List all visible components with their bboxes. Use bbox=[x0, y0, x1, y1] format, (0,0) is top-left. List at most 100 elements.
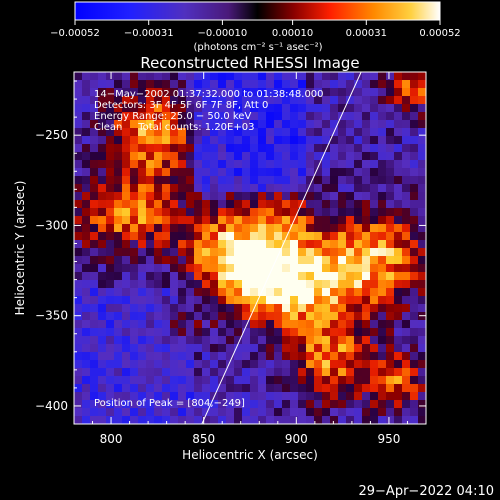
heatmap-cell bbox=[226, 280, 235, 289]
heatmap-cell bbox=[258, 152, 267, 161]
heatmap-cell bbox=[90, 248, 99, 257]
heatmap-cell bbox=[386, 240, 395, 249]
heatmap-cell bbox=[402, 88, 411, 97]
heatmap-cell bbox=[290, 352, 299, 361]
heatmap-cell bbox=[162, 288, 171, 297]
heatmap-cell bbox=[82, 184, 91, 193]
heatmap-cell bbox=[146, 376, 155, 385]
heatmap-cell bbox=[154, 392, 163, 401]
heatmap-cell bbox=[394, 136, 403, 145]
heatmap-cell bbox=[386, 392, 395, 401]
heatmap-cell bbox=[418, 408, 426, 417]
heatmap-cell bbox=[282, 272, 291, 281]
heatmap-cell bbox=[386, 152, 395, 161]
heatmap-cell bbox=[226, 112, 235, 121]
heatmap-cell bbox=[138, 392, 147, 401]
heatmap-cell bbox=[290, 272, 299, 281]
heatmap-cell bbox=[306, 272, 315, 281]
heatmap-cell bbox=[186, 288, 195, 297]
heatmap-cell bbox=[298, 328, 307, 337]
heatmap-cell bbox=[394, 416, 403, 424]
heatmap-cell bbox=[234, 72, 243, 81]
heatmap-cell bbox=[122, 248, 131, 257]
heatmap-cell bbox=[74, 232, 83, 241]
heatmap-cell bbox=[290, 280, 299, 289]
heatmap-cell bbox=[202, 216, 211, 225]
heatmap-cell bbox=[306, 360, 315, 369]
heatmap-cell bbox=[210, 352, 219, 361]
heatmap-cell bbox=[194, 112, 203, 121]
heatmap-cell bbox=[346, 344, 355, 353]
heatmap-cell bbox=[306, 152, 315, 161]
y-tick-label: −400 bbox=[35, 399, 68, 413]
heatmap-cell bbox=[354, 144, 363, 153]
y-tick-label: −350 bbox=[35, 309, 68, 323]
heatmap-cell bbox=[314, 208, 323, 217]
heatmap-cell bbox=[298, 248, 307, 257]
heatmap-cell bbox=[138, 232, 147, 241]
heatmap-cell bbox=[98, 216, 107, 225]
heatmap-cell bbox=[162, 344, 171, 353]
heatmap-cell bbox=[346, 280, 355, 289]
heatmap-cell bbox=[394, 88, 403, 97]
heatmap-cell bbox=[178, 144, 187, 153]
heatmap-cell bbox=[234, 416, 243, 424]
heatmap-cell bbox=[266, 288, 275, 297]
heatmap-cell bbox=[410, 224, 419, 233]
heatmap-cell bbox=[218, 328, 227, 337]
heatmap-cell bbox=[90, 232, 99, 241]
heatmap-cell bbox=[362, 392, 371, 401]
heatmap-cell bbox=[314, 344, 323, 353]
heatmap-cell bbox=[130, 120, 139, 129]
heatmap-cell bbox=[146, 160, 155, 169]
heatmap-cell bbox=[266, 376, 275, 385]
heatmap-cell bbox=[98, 80, 107, 89]
heatmap-cell bbox=[314, 232, 323, 241]
heatmap-cell bbox=[194, 304, 203, 313]
heatmap-cell bbox=[130, 136, 139, 145]
heatmap-cell bbox=[218, 320, 227, 329]
heatmap-cell bbox=[362, 344, 371, 353]
heatmap-cell bbox=[138, 88, 147, 97]
heatmap-cell bbox=[298, 160, 307, 169]
heatmap-cell bbox=[202, 408, 211, 417]
heatmap-cell bbox=[210, 288, 219, 297]
heatmap-cell bbox=[186, 400, 195, 409]
heatmap-cell bbox=[322, 264, 331, 273]
heatmap-cell bbox=[418, 384, 426, 393]
heatmap-cell bbox=[282, 384, 291, 393]
heatmap-cell bbox=[106, 304, 115, 313]
heatmap-cell bbox=[394, 168, 403, 177]
heatmap-cell bbox=[322, 184, 331, 193]
heatmap-cell bbox=[202, 320, 211, 329]
heatmap-cell bbox=[346, 360, 355, 369]
heatmap-cell bbox=[82, 304, 91, 313]
heatmap-cell bbox=[338, 264, 347, 273]
heatmap-cell bbox=[162, 304, 171, 313]
x-tick-label: 950 bbox=[377, 432, 400, 446]
heatmap-cell bbox=[402, 112, 411, 121]
heatmap-cell bbox=[410, 320, 419, 329]
heatmap-cell bbox=[282, 224, 291, 233]
heatmap-cell bbox=[146, 384, 155, 393]
heatmap-cell bbox=[322, 104, 331, 113]
heatmap-cell bbox=[234, 368, 243, 377]
heatmap-cell bbox=[418, 288, 426, 297]
heatmap-cell bbox=[314, 400, 323, 409]
heatmap-cell bbox=[338, 288, 347, 297]
heatmap-cell bbox=[98, 416, 107, 424]
heatmap-cell bbox=[322, 224, 331, 233]
heatmap-cell bbox=[362, 368, 371, 377]
heatmap-cell bbox=[170, 344, 179, 353]
heatmap-cell bbox=[394, 312, 403, 321]
heatmap-cell bbox=[258, 208, 267, 217]
heatmap-cell bbox=[386, 232, 395, 241]
heatmap-cell bbox=[226, 288, 235, 297]
heatmap-cell bbox=[418, 328, 426, 337]
heatmap-cell bbox=[386, 264, 395, 273]
heatmap-cell bbox=[386, 136, 395, 145]
heatmap-cell bbox=[266, 192, 275, 201]
heatmap-cell bbox=[346, 328, 355, 337]
heatmap-cell bbox=[370, 72, 379, 81]
heatmap-cell bbox=[322, 216, 331, 225]
